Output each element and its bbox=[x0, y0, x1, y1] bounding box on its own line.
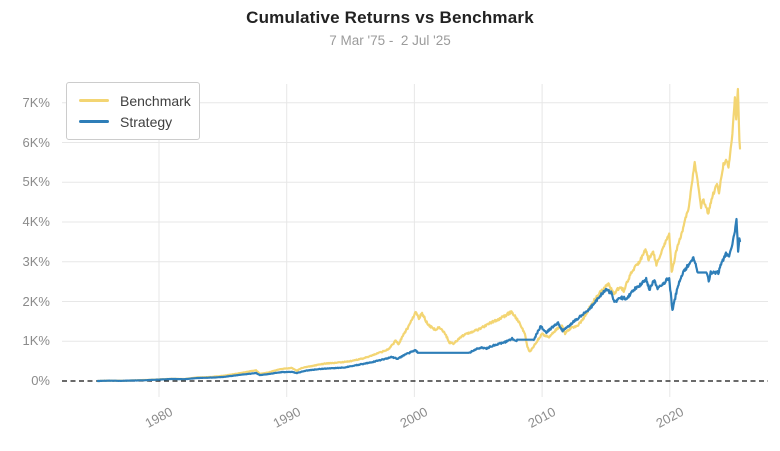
y-tick-label: 6K% bbox=[22, 134, 50, 150]
legend: Benchmark Strategy bbox=[66, 82, 200, 140]
y-tick-label: 0% bbox=[31, 373, 50, 388]
legend-item-benchmark[interactable]: Benchmark bbox=[79, 90, 199, 111]
benchmark-line-swatch-icon bbox=[79, 99, 109, 102]
legend-item-strategy[interactable]: Strategy bbox=[79, 111, 199, 132]
y-tick-label: 2K% bbox=[22, 293, 50, 309]
y-tick-label: 3K% bbox=[22, 253, 50, 269]
strategy-line-swatch-icon bbox=[79, 120, 109, 123]
legend-label: Strategy bbox=[120, 113, 173, 130]
y-tick-label: 7K% bbox=[22, 94, 50, 110]
y-tick-label: 4K% bbox=[22, 214, 50, 229]
y-tick-label: 5K% bbox=[22, 174, 50, 190]
legend-label: Benchmark bbox=[120, 92, 191, 109]
chart-title: Cumulative Returns vs Benchmark bbox=[246, 8, 534, 27]
strategy-series-line[interactable] bbox=[96, 217, 742, 383]
y-tick-label: 1K% bbox=[22, 333, 50, 349]
chart-date-range: 7 Mar '75 - 2 Jul '25 bbox=[329, 33, 451, 48]
